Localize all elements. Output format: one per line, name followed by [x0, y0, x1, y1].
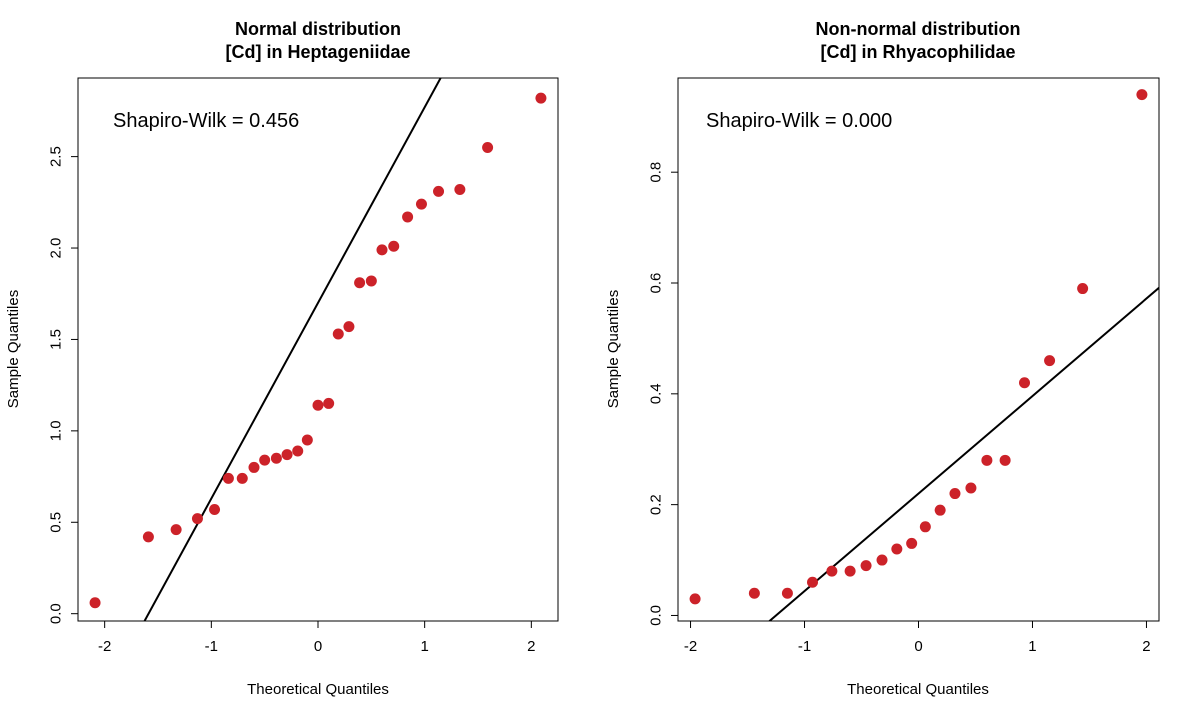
data-point [806, 576, 818, 588]
data-point [949, 488, 961, 500]
qq-plot-heptageniidae: Normal distribution [Cd] in Heptageniida… [5, 19, 559, 698]
qq-plot-rhyacophilidae: Non-normal distribution [Cd] in Rhyacoph… [605, 19, 1160, 698]
data-point [365, 275, 377, 287]
data-point [454, 184, 466, 196]
y-tick-label: 1.5 [48, 329, 65, 350]
data-point [376, 244, 388, 256]
data-point [1044, 355, 1056, 367]
x-axis-label: Theoretical Quantiles [847, 681, 989, 698]
data-point [482, 141, 494, 153]
x-tick-label: 1 [1028, 638, 1036, 655]
data-point [934, 504, 946, 516]
axis-ticks: -2 -1 0 1 2 0.0 0.2 0.4 0.6 0.8 [648, 162, 1151, 655]
data-point [919, 521, 931, 533]
y-tick-label: 0.0 [648, 605, 665, 626]
data-point [1136, 89, 1148, 101]
x-tick-label: 1 [420, 638, 428, 655]
data-point [301, 434, 313, 446]
chart-title: Non-normal distribution [816, 19, 1021, 39]
x-tick-label: 0 [914, 638, 922, 655]
y-tick-label: 0.8 [648, 162, 665, 183]
qq-line [768, 287, 1159, 621]
data-point [906, 537, 918, 549]
data-point [781, 587, 793, 599]
data-point [354, 277, 366, 289]
chart-title: Normal distribution [235, 19, 401, 39]
x-tick-label: 2 [527, 638, 535, 655]
x-tick-label: -1 [798, 638, 811, 655]
data-point [236, 472, 248, 484]
y-axis-label: Sample Quantiles [5, 290, 22, 408]
data-point [209, 503, 221, 515]
y-tick-label: 0.0 [48, 603, 65, 624]
y-tick-label: 0.4 [648, 383, 665, 404]
data-point [1077, 283, 1089, 295]
data-point [270, 452, 282, 464]
chart-subtitle: [Cd] in Rhyacophilidae [820, 42, 1015, 62]
x-tick-label: 0 [314, 638, 322, 655]
y-tick-label: 2.5 [48, 146, 65, 167]
data-point [535, 92, 547, 104]
y-tick-label: 0.2 [648, 494, 665, 515]
data-point [891, 543, 903, 555]
data-point [89, 597, 101, 609]
data-points [689, 89, 1148, 605]
data-point [259, 454, 271, 466]
data-point [292, 445, 304, 457]
data-point [191, 513, 203, 525]
data-point [402, 211, 414, 223]
data-point [748, 587, 760, 599]
axis-ticks: -2 -1 0 1 2 0.0 0.5 1.0 1.5 2.0 2.5 [48, 146, 536, 655]
data-point [965, 482, 977, 494]
y-tick-label: 2.0 [48, 238, 65, 259]
chart-subtitle: [Cd] in Heptageniidae [225, 42, 410, 62]
x-tick-label: -1 [205, 638, 218, 655]
data-point [170, 524, 182, 536]
shapiro-wilk-annotation: Shapiro-Wilk = 0.456 [113, 110, 299, 132]
data-point [844, 565, 856, 577]
data-point [860, 560, 872, 572]
y-tick-label: 1.0 [48, 420, 65, 441]
data-point [332, 328, 344, 340]
x-tick-label: 2 [1142, 638, 1150, 655]
shapiro-wilk-annotation: Shapiro-Wilk = 0.000 [706, 110, 892, 132]
y-tick-label: 0.6 [648, 273, 665, 294]
x-tick-label: -2 [98, 638, 111, 655]
qq-reference-line [768, 287, 1159, 621]
data-point [433, 185, 445, 197]
data-point [999, 454, 1011, 466]
x-axis-label: Theoretical Quantiles [247, 681, 389, 698]
data-point [281, 449, 293, 461]
data-point [343, 321, 355, 333]
data-point [826, 565, 838, 577]
y-tick-label: 0.5 [48, 512, 65, 533]
y-axis-label: Sample Quantiles [605, 290, 622, 408]
data-points [89, 92, 547, 609]
x-tick-label: -2 [684, 638, 697, 655]
data-point [876, 554, 888, 566]
qq-line [143, 78, 442, 621]
data-point [388, 240, 400, 252]
data-point [689, 593, 701, 605]
data-point [312, 399, 324, 411]
data-point [222, 472, 234, 484]
data-point [981, 454, 993, 466]
data-point [323, 397, 335, 409]
qq-reference-line [143, 78, 442, 621]
data-point [415, 198, 427, 210]
data-point [1019, 377, 1031, 389]
data-point [142, 531, 154, 543]
data-point [248, 461, 260, 473]
